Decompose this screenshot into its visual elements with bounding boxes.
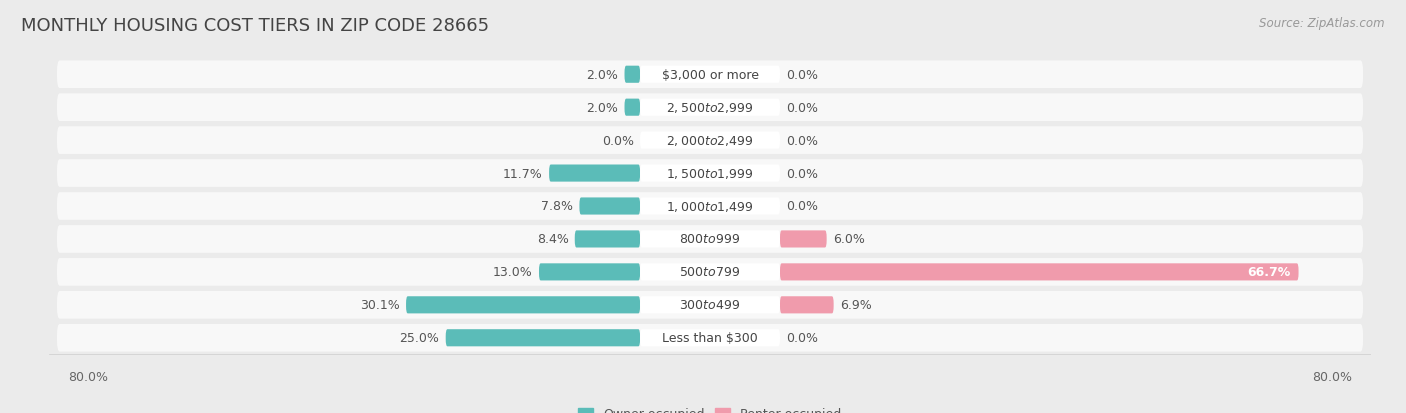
Text: 2.0%: 2.0%	[586, 102, 619, 114]
Text: $2,000 to $2,499: $2,000 to $2,499	[666, 134, 754, 148]
Text: 7.8%: 7.8%	[541, 200, 574, 213]
FancyBboxPatch shape	[640, 231, 780, 248]
FancyBboxPatch shape	[58, 127, 1362, 154]
FancyBboxPatch shape	[640, 198, 780, 215]
Text: $1,000 to $1,499: $1,000 to $1,499	[666, 199, 754, 214]
Text: 30.1%: 30.1%	[360, 299, 399, 311]
FancyBboxPatch shape	[780, 263, 1299, 281]
Text: $500 to $799: $500 to $799	[679, 266, 741, 279]
Text: $300 to $499: $300 to $499	[679, 299, 741, 311]
FancyBboxPatch shape	[640, 165, 780, 182]
FancyBboxPatch shape	[780, 231, 827, 248]
FancyBboxPatch shape	[624, 66, 640, 83]
FancyBboxPatch shape	[58, 324, 1362, 352]
Legend: Owner-occupied, Renter-occupied: Owner-occupied, Renter-occupied	[578, 407, 842, 413]
Text: 0.0%: 0.0%	[786, 69, 818, 81]
Text: MONTHLY HOUSING COST TIERS IN ZIP CODE 28665: MONTHLY HOUSING COST TIERS IN ZIP CODE 2…	[21, 17, 489, 34]
Text: 13.0%: 13.0%	[494, 266, 533, 279]
FancyBboxPatch shape	[640, 297, 780, 313]
Text: 6.9%: 6.9%	[839, 299, 872, 311]
FancyBboxPatch shape	[58, 291, 1362, 319]
FancyBboxPatch shape	[780, 297, 834, 313]
FancyBboxPatch shape	[446, 330, 640, 347]
FancyBboxPatch shape	[550, 165, 640, 182]
Text: $1,500 to $1,999: $1,500 to $1,999	[666, 167, 754, 180]
Text: $800 to $999: $800 to $999	[679, 233, 741, 246]
FancyBboxPatch shape	[640, 66, 780, 83]
Text: 0.0%: 0.0%	[786, 102, 818, 114]
FancyBboxPatch shape	[640, 100, 780, 116]
FancyBboxPatch shape	[640, 330, 780, 347]
FancyBboxPatch shape	[406, 297, 640, 313]
Text: 6.0%: 6.0%	[832, 233, 865, 246]
Text: 25.0%: 25.0%	[399, 332, 440, 344]
Text: $2,500 to $2,999: $2,500 to $2,999	[666, 101, 754, 115]
Text: $3,000 or more: $3,000 or more	[662, 69, 758, 81]
Text: 0.0%: 0.0%	[786, 200, 818, 213]
Text: 0.0%: 0.0%	[786, 332, 818, 344]
FancyBboxPatch shape	[640, 132, 780, 150]
FancyBboxPatch shape	[575, 231, 640, 248]
FancyBboxPatch shape	[538, 263, 640, 281]
FancyBboxPatch shape	[58, 94, 1362, 122]
FancyBboxPatch shape	[58, 61, 1362, 89]
Text: 8.4%: 8.4%	[537, 233, 568, 246]
FancyBboxPatch shape	[58, 193, 1362, 220]
Text: 0.0%: 0.0%	[786, 134, 818, 147]
Text: 0.0%: 0.0%	[786, 167, 818, 180]
Text: 66.7%: 66.7%	[1247, 266, 1291, 279]
Text: 2.0%: 2.0%	[586, 69, 619, 81]
Text: Source: ZipAtlas.com: Source: ZipAtlas.com	[1260, 17, 1385, 29]
Text: 11.7%: 11.7%	[503, 167, 543, 180]
FancyBboxPatch shape	[58, 225, 1362, 253]
FancyBboxPatch shape	[640, 263, 780, 281]
Text: 0.0%: 0.0%	[602, 134, 634, 147]
FancyBboxPatch shape	[579, 198, 640, 215]
FancyBboxPatch shape	[624, 100, 640, 116]
Text: Less than $300: Less than $300	[662, 332, 758, 344]
FancyBboxPatch shape	[58, 259, 1362, 286]
FancyBboxPatch shape	[58, 160, 1362, 188]
